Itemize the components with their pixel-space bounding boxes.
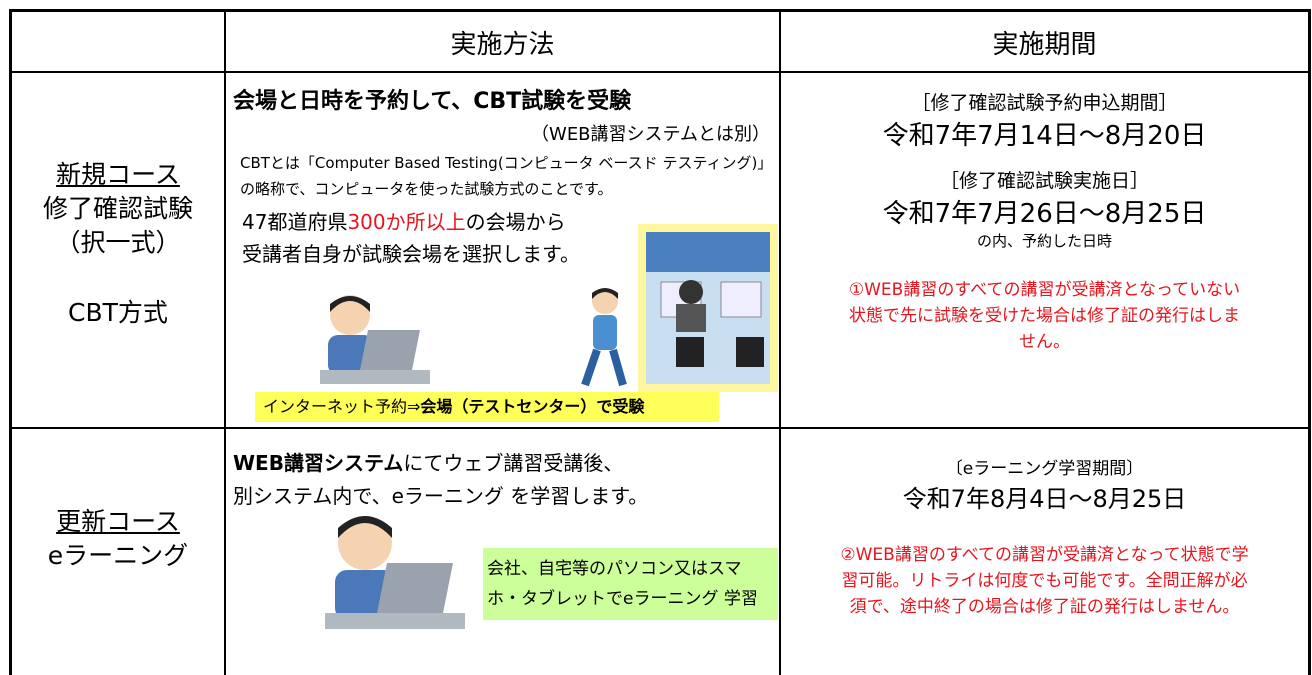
period-label: 〔eラーニング学習期間〕 (945, 459, 1144, 479)
hair (330, 296, 370, 312)
hair (592, 288, 618, 299)
face (338, 516, 392, 570)
period-sub: の内、予約した日時 (976, 232, 1112, 250)
venue-part: 47都道府県 (242, 210, 348, 234)
course-title: 更新コース (56, 507, 180, 536)
period-notice: ①WEB講習のすべての講習が受講済となっていない状態で先に試験を受けた場合は修了… (848, 280, 1241, 352)
venue-highlight: 300か所以上 (347, 210, 466, 234)
head (679, 280, 703, 304)
period-cell: ［修了確認試験予約申込期間］ 令和7年7月14日～8月20日 ［修了確認試験実施… (781, 88, 1308, 355)
chair (676, 337, 704, 367)
border (9, 71, 1311, 73)
border (9, 9, 1311, 12)
chair (736, 337, 764, 367)
method-heading: 会場と日時を予約して、CBT試験を受験 (233, 89, 632, 114)
border (1308, 9, 1311, 675)
caption-box: インターネット予約⇒会場（テストセンター）で受験 (255, 392, 719, 422)
body (676, 304, 706, 332)
method-part: にてウェブ講習受講後、 (403, 451, 624, 475)
person-illustration (325, 516, 465, 629)
shirt (593, 315, 617, 350)
period-dates: 令和7年7月26日～8月25日 (882, 199, 1207, 229)
venue-part: の会場から (465, 210, 566, 234)
course-cell: 更新コース eラーニング (12, 505, 224, 573)
period-cell: 〔eラーニング学習期間〕 令和7年8月4日～8月25日 ②WEB講習のすべての講… (781, 454, 1308, 620)
person-illustration (320, 295, 430, 384)
header-period: 実施期間 (992, 30, 1097, 60)
border (224, 9, 226, 675)
wall (646, 232, 770, 272)
laptop (377, 563, 453, 613)
period-dates: 令和7年8月4日～8月25日 (902, 485, 1187, 513)
method-bold: WEB講習システム (233, 451, 404, 475)
desk (320, 370, 430, 384)
face (330, 295, 370, 335)
method-text: WEB講習システムにてウェブ講習受講後、 別システム内で、eラーニング を学習し… (233, 447, 648, 513)
face (592, 288, 618, 314)
monitor (720, 281, 762, 318)
test-room-illustration (638, 224, 778, 392)
course-line: （択一式） (55, 228, 181, 257)
caption-bold: 会場（テストセンター）で受験 (420, 397, 645, 416)
legs (581, 348, 627, 387)
method-note: （WEB講習システムとは別） (531, 124, 770, 145)
course-cell: 新規コース 修了確認試験 （択一式） CBT方式 (12, 158, 224, 330)
course-line: 修了確認試験 (42, 194, 193, 223)
venue-part: 受講者自身が試験会場を選択します。 (242, 242, 580, 266)
border (779, 9, 781, 675)
method-part: 別システム内で、eラーニング を学習します。 (233, 484, 649, 508)
walker-illustration (581, 288, 627, 387)
period-dates: 令和7年7月14日～8月20日 (882, 121, 1207, 151)
course-line: CBT方式 (68, 298, 168, 327)
method-description: CBTとは「Computer Based Testing(コンピュータ ベースド… (240, 154, 773, 198)
caption: インターネット予約⇒ (263, 397, 421, 416)
venue-text: 47都道府県300か所以上の会場から 受講者自身が試験会場を選択します。 (242, 206, 580, 270)
period-label: ［修了確認試験実施日］ (939, 170, 1149, 192)
note-box: 会社、自宅等のパソコン又はスマホ・タブレットでeラーニング 学習 (483, 548, 778, 620)
period-notice: ②WEB講習のすべての講習が受講済となって状態で学習可能。リトライは何度でも可能… (840, 545, 1249, 617)
course-line: eラーニング (47, 541, 189, 570)
border (9, 427, 1311, 429)
laptop (360, 330, 420, 370)
hair (338, 516, 392, 538)
header-method: 実施方法 (450, 30, 555, 60)
border (9, 9, 12, 675)
period-label: ［修了確認試験予約申込期間］ (911, 92, 1178, 114)
course-title: 新規コース (56, 160, 180, 189)
desk (325, 613, 465, 629)
